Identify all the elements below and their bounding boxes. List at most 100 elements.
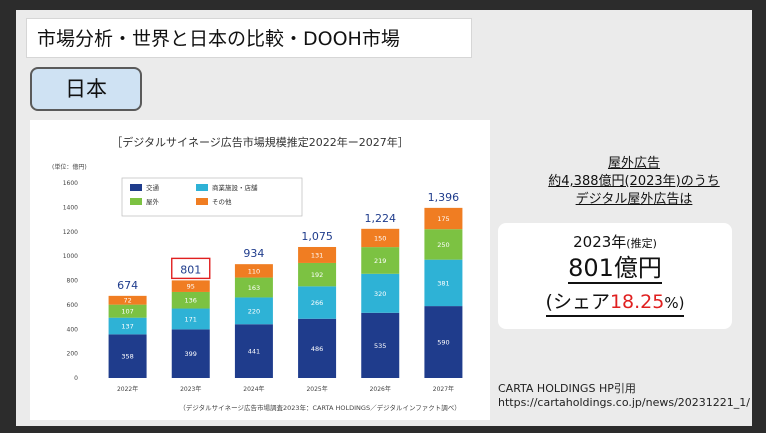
bar-value-label: 171 [185, 315, 197, 323]
region-tag: 日本 [30, 67, 142, 111]
bar-segment [424, 207, 463, 230]
bar-value-label: 250 [437, 241, 449, 249]
legend-label: 商業施設・店舗 [212, 183, 258, 192]
bar-total-label: 1,224 [365, 212, 397, 225]
bar-value-label: 220 [248, 307, 260, 315]
bar-value-label: 110 [248, 267, 260, 275]
share-value: 18.25 [609, 291, 665, 313]
bar-value-label: 72 [123, 297, 131, 305]
bar-value-label: 137 [121, 323, 133, 331]
bar-value-label: 266 [311, 299, 323, 307]
bar-segment [108, 317, 147, 335]
bar-total-label: 674 [117, 279, 138, 292]
bar-value-label: 136 [185, 297, 197, 305]
bar-value-label: 95 [187, 283, 195, 291]
share-open: (シェア [545, 291, 610, 313]
legend-swatch [130, 184, 142, 191]
legend-swatch [196, 184, 208, 191]
stat-value: 801億円 [568, 254, 662, 284]
y-tick-label: 800 [67, 278, 79, 285]
bar-segment [234, 324, 273, 378]
bar-value-label: 219 [374, 257, 386, 265]
x-tick-label: 2022年 [117, 385, 138, 393]
bar-value-label: 107 [121, 308, 133, 316]
bar-segment [171, 280, 210, 292]
bar-value-label: 399 [185, 350, 197, 358]
stat-year-note: (推定) [626, 237, 657, 250]
x-tick-label: 2024年 [243, 385, 264, 393]
y-tick-label: 1600 [63, 180, 78, 187]
bar-segment [108, 295, 147, 305]
bar-segment [234, 297, 273, 325]
bar-value-label: 163 [248, 284, 260, 292]
bar-segment [424, 229, 463, 260]
bar-value-label: 535 [374, 342, 386, 350]
bar-total-label: 1,075 [301, 230, 333, 243]
stat-share: (シェア18.25%) [545, 290, 685, 317]
stat-box: 2023年(推定) 801億円 (シェア18.25%) [498, 223, 732, 329]
info-line-1: 屋外広告 [607, 156, 660, 171]
bar-value-label: 486 [311, 345, 323, 353]
market-size-chart: ［デジタルサイネージ広告市場規模推定2022年ー2027年］ (単位：億円) 0 20… [52, 135, 463, 412]
bar-segment [361, 312, 400, 378]
citation-line-1: CARTA HOLDINGS HP引用 [498, 382, 636, 395]
legend-box [121, 177, 303, 217]
bar-value-label: 320 [374, 290, 386, 298]
bar-segment [298, 286, 337, 319]
info-heading: 屋外広告 約4,388億円(2023年)のうち デジタル屋外広告は [521, 155, 747, 209]
bar-segment [234, 264, 273, 278]
bar-value-label: 131 [311, 251, 323, 259]
chart-unit-label: (単位：億円) [52, 163, 87, 171]
bar-total-label: 801 [180, 263, 201, 276]
bar-segment [298, 246, 337, 263]
citation-url: https://cartaholdings.co.jp/news/2023122… [498, 396, 750, 409]
bar-total-label: 1,396 [428, 191, 460, 204]
legend-label: その他 [212, 197, 232, 206]
bar-segment [108, 304, 147, 318]
slide: 市場分析・世界と日本の比較・DOOH市場 日本 ［デジタルサイネージ広告市場規模… [16, 10, 752, 426]
y-tick-label: 1200 [63, 229, 78, 236]
legend-label: 交通 [146, 183, 160, 192]
y-tick-label: 200 [67, 351, 79, 358]
bar-segment [424, 306, 463, 378]
bar-value-label: 192 [311, 271, 323, 279]
x-tick-label: 2027年 [433, 385, 454, 393]
bar-segment [361, 247, 400, 274]
bar-value-label: 590 [437, 339, 449, 347]
info-line-2: 約4,388億円(2023年)のうち [548, 174, 720, 189]
bar-segment [424, 259, 463, 307]
bar-value-label: 175 [437, 215, 449, 223]
x-tick-label: 2023年 [180, 385, 201, 393]
y-tick-label: 1000 [63, 253, 78, 260]
bar-segment [171, 329, 210, 378]
bar-segment [171, 308, 210, 330]
bar-segment [298, 262, 337, 287]
bar-value-label: 441 [248, 348, 260, 356]
bar-segment [361, 228, 400, 248]
y-tick-label: 600 [67, 302, 79, 309]
bar-segment [171, 291, 210, 309]
total-highlight-box [171, 257, 211, 280]
chart-title: ［デジタルサイネージ広告市場規模推定2022年ー2027年］ [111, 135, 409, 149]
legend-label: 屋外 [146, 197, 160, 206]
legend-swatch [196, 198, 208, 205]
y-tick-label: 400 [67, 326, 79, 333]
bar-value-label: 358 [121, 353, 133, 361]
bar-segment [361, 273, 400, 313]
stat-year-text: 2023年 [573, 233, 627, 251]
y-tick-label: 1400 [63, 204, 78, 211]
share-close: %) [664, 294, 685, 312]
bar-segment [108, 334, 147, 378]
slide-title: 市場分析・世界と日本の比較・DOOH市場 [26, 18, 472, 58]
stat-year: 2023年(推定) [498, 231, 732, 252]
bar-value-label: 381 [437, 279, 449, 287]
chart-source: （デジタルサイネージ広告市場調査2023年：CARTA HOLDINGS／デジタ… [179, 403, 461, 412]
bar-total-label: 934 [243, 247, 264, 260]
x-tick-label: 2026年 [370, 385, 391, 393]
y-tick-label: 0 [74, 375, 78, 382]
legend-swatch [130, 198, 142, 205]
chart-panel: ［デジタルサイネージ広告市場規模推定2022年ー2027年］ (単位：億円) 0 20… [30, 120, 490, 420]
bar-value-label: 150 [374, 234, 386, 242]
bar-segment [298, 318, 337, 378]
info-line-3: デジタル屋外広告は [575, 192, 693, 207]
